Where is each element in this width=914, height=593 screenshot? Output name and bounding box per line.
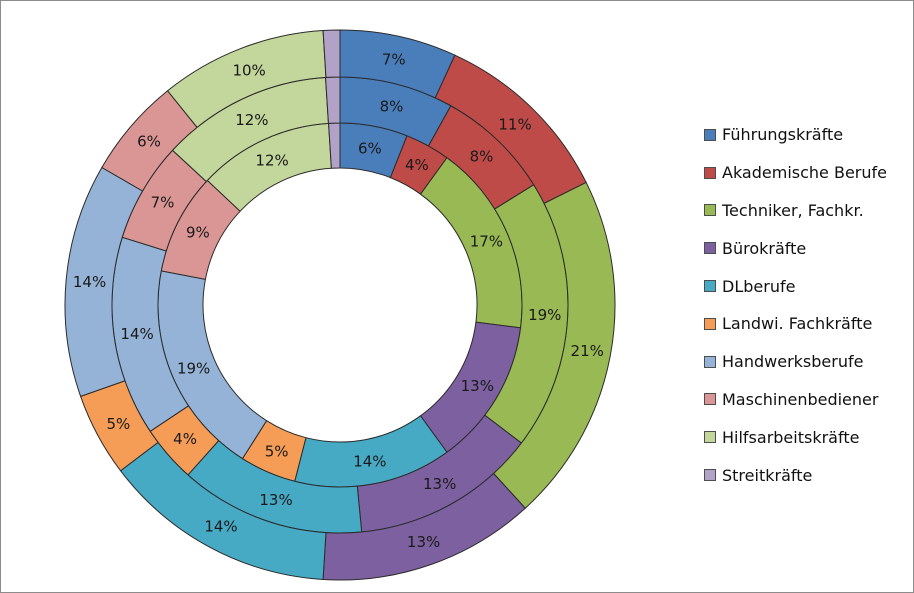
legend-label: Hilfsarbeitskräfte: [722, 427, 860, 447]
middle-ring-label-5: 4%: [173, 430, 197, 448]
outer-ring-label-5: 5%: [107, 415, 131, 433]
legend-swatch: [704, 128, 716, 141]
middle-ring-label-6: 14%: [120, 325, 153, 343]
inner-ring-label-5: 5%: [265, 442, 289, 460]
legend-label: Akademische Berufe: [722, 163, 887, 183]
outer-ring-label-3: 13%: [407, 533, 440, 551]
legend-item: Bürokräfte: [704, 229, 887, 267]
legend-item: DLberufe: [704, 267, 887, 305]
legend-swatch: [704, 204, 716, 217]
inner-ring-label-3: 13%: [461, 377, 494, 395]
middle-ring-label-8: 12%: [235, 111, 268, 129]
inner-ring-label-0: 6%: [358, 139, 382, 157]
outer-ring-label-2: 21%: [571, 342, 604, 360]
outer-ring-label-4: 14%: [204, 518, 237, 536]
inner-ring-label-2: 17%: [470, 233, 503, 251]
legend-item: Hilfsarbeitskräfte: [704, 418, 887, 456]
middle-ring-segment-9: [325, 76, 341, 124]
legend-item: Maschinenbediener: [704, 381, 887, 419]
legend-swatch: [704, 469, 716, 482]
legend-label: DLberufe: [722, 276, 796, 296]
inner-ring-label-6: 19%: [177, 359, 210, 377]
legend-label: Techniker, Fachkr.: [722, 200, 864, 220]
legend-swatch: [704, 242, 716, 255]
legend-label: Streitkräfte: [722, 465, 813, 485]
legend-swatch: [704, 280, 716, 293]
outer-ring-label-8: 10%: [232, 61, 265, 79]
middle-ring-label-4: 13%: [259, 491, 292, 509]
legend-item: Handwerksberufe: [704, 343, 887, 381]
middle-ring-label-0: 8%: [380, 98, 404, 116]
legend-swatch: [704, 355, 716, 368]
outer-ring-label-6: 14%: [73, 273, 106, 291]
middle-ring-label-2: 19%: [528, 306, 561, 324]
middle-ring-label-7: 7%: [151, 194, 175, 212]
legend-item: Landwi. Fachkräfte: [704, 305, 887, 343]
legend-swatch: [704, 317, 716, 330]
middle-ring-label-3: 13%: [423, 475, 456, 493]
inner-ring-label-7: 9%: [186, 224, 210, 242]
legend-item: Streitkräfte: [704, 456, 887, 494]
legend: Führungskräfte Akademische Berufe Technike…: [704, 116, 887, 494]
legend-swatch: [704, 166, 716, 179]
inner-ring-label-4: 14%: [353, 453, 386, 471]
legend-item: Führungskräfte: [704, 116, 887, 154]
legend-swatch: [704, 393, 716, 406]
legend-label: Bürokräfte: [722, 238, 807, 258]
outer-ring-label-0: 7%: [382, 50, 406, 68]
middle-ring-label-1: 8%: [470, 148, 494, 166]
legend-label: Führungskräfte: [722, 125, 844, 145]
legend-item: Akademische Berufe: [704, 154, 887, 192]
legend-swatch: [704, 431, 716, 444]
legend-item: Techniker, Fachkr.: [704, 192, 887, 230]
inner-ring-label-8: 12%: [255, 152, 288, 170]
inner-ring-label-1: 4%: [405, 156, 429, 174]
outer-ring-label-7: 6%: [137, 132, 161, 150]
outer-ring-segment-9: [322, 29, 341, 78]
legend-label: Landwi. Fachkräfte: [722, 314, 873, 334]
legend-label: Maschinenbediener: [722, 389, 879, 409]
outer-ring-label-1: 11%: [498, 115, 531, 133]
legend-label: Handwerksberufe: [722, 352, 864, 372]
